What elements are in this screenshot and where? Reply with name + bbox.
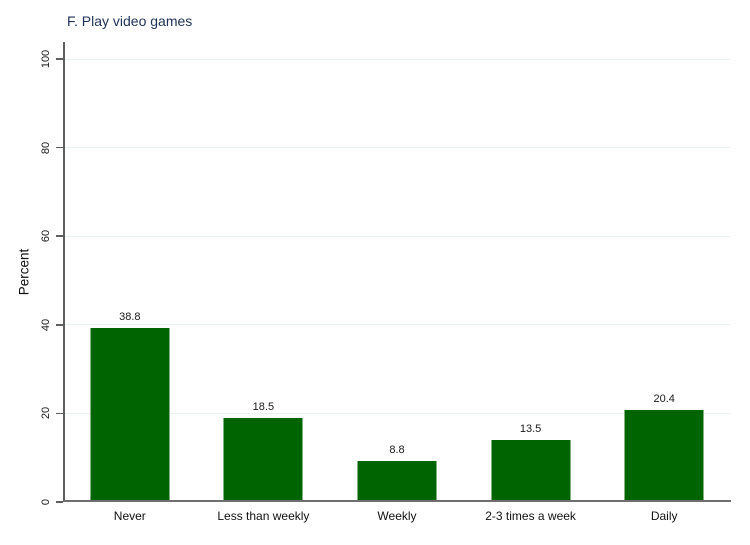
y-tick-label-100: 100 <box>40 49 52 69</box>
gridline-60 <box>64 235 731 237</box>
x-category-label-weekly: Weekly <box>377 509 417 523</box>
bar-2-3-times-a-week <box>491 440 571 500</box>
y-axis-line <box>63 42 65 502</box>
bar-cell-4: 20.4 <box>597 42 731 502</box>
y-tick-20 <box>56 412 63 415</box>
gridline-100 <box>64 58 731 60</box>
y-tick-label-60: 60 <box>40 230 52 243</box>
gridline-20 <box>64 412 731 414</box>
y-tick-label-20: 20 <box>40 407 52 420</box>
y-tick-40 <box>56 324 63 326</box>
gridline-40 <box>64 324 731 326</box>
y-tick-label-0: 0 <box>40 498 52 506</box>
y-tick-label-80: 80 <box>40 141 52 154</box>
y-tick-label-40: 40 <box>40 318 52 331</box>
bar-less-than-weekly <box>223 418 303 500</box>
x-category-label-daily: Daily <box>650 509 678 523</box>
bar-cell-1: 18.5 <box>197 42 331 502</box>
plot-area: 38.8 18.5 8.8 13.5 20.4 <box>63 42 731 502</box>
bar-daily <box>624 409 704 500</box>
x-category-label-2-3-times-a-week: 2-3 times a week <box>485 509 576 523</box>
gridline-80 <box>64 147 731 149</box>
bar-cell-0: 38.8 <box>63 42 197 502</box>
y-tick-0 <box>56 501 63 503</box>
x-category-label-never: Never <box>113 509 146 523</box>
x-axis-line <box>63 500 731 502</box>
bar-cell-3: 13.5 <box>464 42 598 502</box>
y-tick-100 <box>56 58 63 60</box>
bar-value-label-4: 20.4 <box>653 392 675 405</box>
bar-weekly <box>357 461 437 500</box>
bar-cell-2: 8.8 <box>330 42 464 502</box>
bar-value-label-0: 38.8 <box>119 311 141 324</box>
y-tick-80 <box>56 146 63 149</box>
bar-never <box>90 328 170 500</box>
y-axis-label: Percent <box>16 248 32 296</box>
bar-value-label-2: 8.8 <box>389 444 405 457</box>
bar-value-label-3: 13.5 <box>519 423 542 436</box>
bar-value-label-1: 18.5 <box>252 401 275 414</box>
bars-layer: 38.8 18.5 8.8 13.5 20.4 <box>63 42 731 502</box>
chart-title: F. Play video games <box>67 13 193 29</box>
x-axis-category-labels: Never Less than weekly Weekly 2-3 times a w… <box>63 509 731 523</box>
x-category-label-less-than-weekly: Less than weekly <box>217 509 310 523</box>
y-tick-60 <box>56 235 63 237</box>
